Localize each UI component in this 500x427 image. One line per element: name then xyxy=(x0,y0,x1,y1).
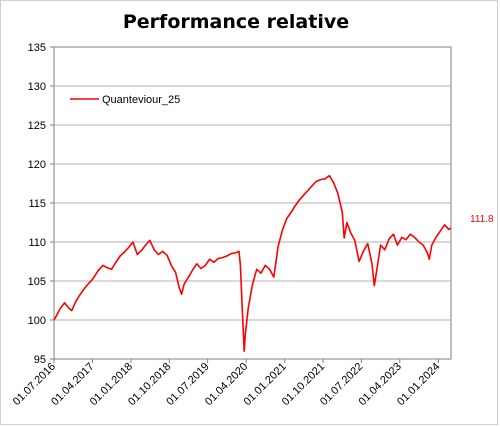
gridlines xyxy=(53,46,452,360)
y-tick-label: 100 xyxy=(28,315,46,327)
y-axis-ticks: 95 100 105 110 115 120 125 130 135 xyxy=(28,42,54,366)
y-tick-label: 120 xyxy=(28,159,46,171)
y-tick-label: 130 xyxy=(28,81,46,93)
y-tick-label: 110 xyxy=(28,237,46,249)
chart-title: Performance relative xyxy=(122,11,350,33)
y-tick-label: 135 xyxy=(28,42,46,54)
y-tick-label: 95 xyxy=(34,354,46,366)
last-value-label: 111.8 xyxy=(470,214,494,225)
legend: Quanteviour_25 xyxy=(70,94,180,106)
series-group xyxy=(53,174,452,352)
legend-label: Quanteviour_25 xyxy=(102,94,180,106)
series-line xyxy=(53,174,452,352)
y-tick-label: 105 xyxy=(28,276,46,288)
y-tick-label: 115 xyxy=(28,198,46,210)
x-axis-ticks: 01.07.201601.04.201701.01.201801.10.2018… xyxy=(11,359,442,408)
y-tick-label: 125 xyxy=(28,120,46,132)
